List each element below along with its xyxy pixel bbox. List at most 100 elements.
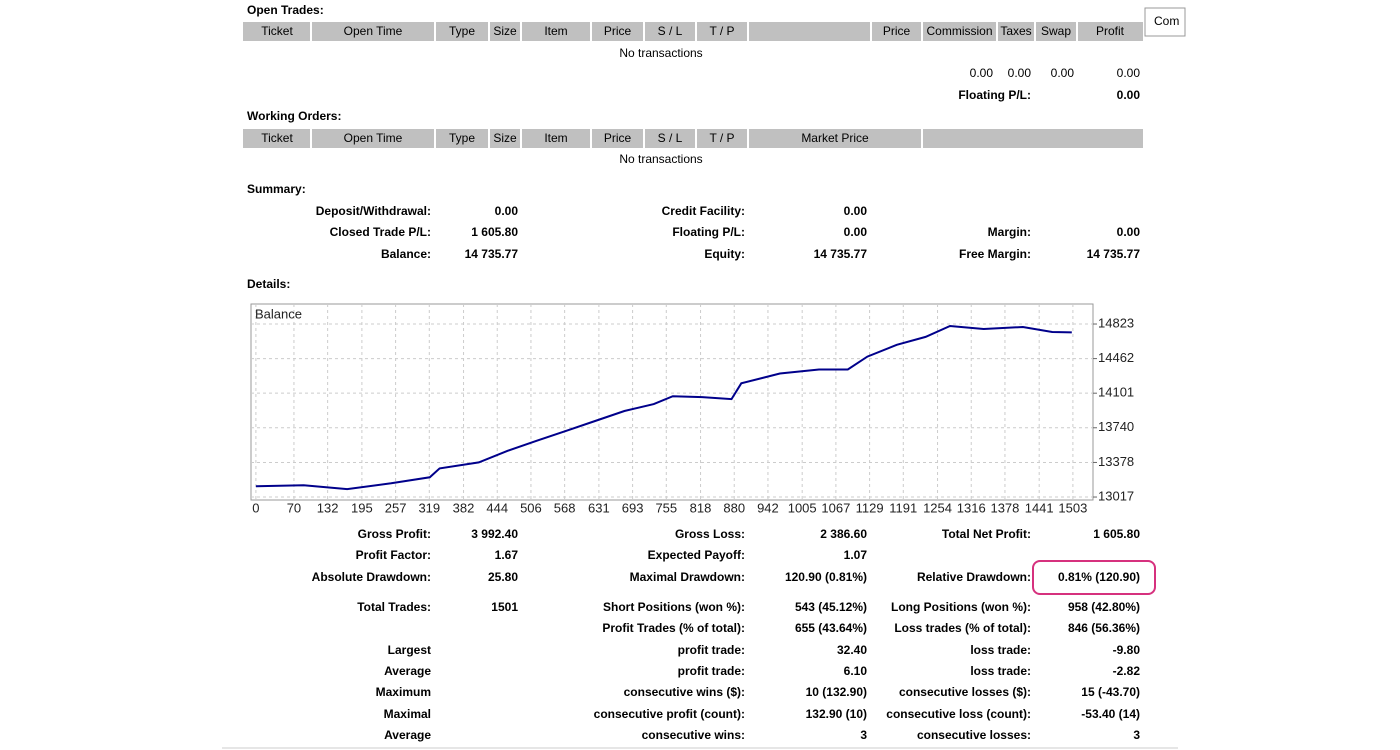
stat-label: profit trade: [678, 664, 745, 678]
stat-label: Average [384, 728, 431, 742]
stat-label: Maximal Drawdown: [630, 570, 745, 584]
column-header: Price [883, 24, 911, 38]
stat-label: Relative Drawdown: [917, 570, 1031, 584]
y-tick-label: 13017 [1098, 488, 1134, 503]
total-value: 0.00 [1008, 66, 1032, 80]
stat-label: Average [384, 664, 431, 678]
x-tick-label: 506 [520, 500, 542, 515]
column-header: Item [544, 24, 567, 38]
stat-label: consecutive profit (count): [594, 707, 745, 721]
column-header: Swap [1041, 24, 1071, 38]
stat-label: Loss trades (% of total): [894, 621, 1031, 635]
stat-label: Floating P/L: [672, 225, 745, 239]
x-tick-label: 257 [385, 500, 407, 515]
stat-label: Largest [388, 643, 431, 657]
stat-label: Deposit/Withdrawal: [316, 204, 431, 218]
stat-value: 0.00 [495, 204, 519, 218]
column-header: S / L [658, 24, 683, 38]
stat-value: 14 735.77 [465, 247, 519, 261]
stat-value: 1.67 [495, 548, 519, 562]
y-tick-label: 13378 [1098, 454, 1134, 469]
column-header: Market Price [801, 131, 869, 145]
stat-value: 3 992.40 [471, 527, 518, 541]
stat-label: Gross Profit: [358, 527, 431, 541]
x-tick-label: 319 [418, 500, 440, 515]
stat-value: 1501 [491, 600, 518, 614]
x-tick-label: 382 [453, 500, 475, 515]
column-header: Type [449, 24, 475, 38]
stat-value: 0.00 [1117, 225, 1141, 239]
balance-line [255, 324, 1072, 491]
stat-value: -9.80 [1113, 643, 1141, 657]
stat-value: 1 605.80 [471, 225, 518, 239]
stat-label: consecutive wins: [642, 728, 745, 742]
column-header: T / P [709, 131, 734, 145]
legend-label: Balance [255, 306, 302, 321]
stat-value: 655 (43.64%) [795, 621, 867, 635]
column-header: Commission [926, 24, 992, 38]
stat-value: -2.82 [1113, 664, 1141, 678]
stat-label: Gross Loss: [675, 527, 745, 541]
x-tick-label: 631 [588, 500, 610, 515]
column-header: Price [604, 131, 632, 145]
total-value: 0.00 [1117, 66, 1141, 80]
stat-label: profit trade: [678, 643, 745, 657]
stat-value: 846 (56.36%) [1068, 621, 1140, 635]
empty-note: No transactions [619, 46, 702, 60]
x-tick-label: 195 [351, 500, 373, 515]
column-header: S / L [658, 131, 683, 145]
header-bar [243, 129, 1143, 148]
section-title: Working Orders: [247, 109, 341, 123]
y-tick-label: 14462 [1098, 350, 1134, 365]
stat-value: 543 (45.12%) [795, 600, 867, 614]
floating-label: Floating P/L: [958, 88, 1031, 102]
stat-value: 10 (132.90) [806, 685, 867, 699]
x-tick-label: 568 [554, 500, 576, 515]
total-value: 0.00 [970, 66, 994, 80]
stat-value: 15 (-43.70) [1081, 685, 1140, 699]
column-header: Size [493, 24, 517, 38]
stat-value: 32.40 [837, 643, 867, 657]
x-tick-label: 1067 [821, 500, 850, 515]
button-frame[interactable] [1144, 7, 1186, 37]
x-tick-label: 444 [486, 500, 508, 515]
stat-value: 120.90 (0.81%) [785, 570, 867, 584]
stat-label: Total Trades: [357, 600, 431, 614]
stat-label: consecutive losses: [917, 728, 1031, 742]
stat-value: 3 [860, 728, 867, 742]
x-tick-label: 0 [252, 500, 259, 515]
floating-value: 0.00 [1117, 88, 1141, 102]
stat-label: Total Net Profit: [942, 527, 1031, 541]
stat-label: Long Positions (won %): [891, 600, 1031, 614]
x-tick-label: 818 [690, 500, 712, 515]
stat-label: consecutive losses ($): [899, 685, 1031, 699]
column-header: Profit [1096, 24, 1125, 38]
empty-note: No transactions [619, 152, 702, 166]
x-tick-label: 693 [622, 500, 644, 515]
stat-label: Margin: [988, 225, 1031, 239]
stat-label: Credit Facility: [662, 204, 745, 218]
stat-value: -53.40 (14) [1081, 707, 1140, 721]
stat-label: loss trade: [970, 643, 1031, 657]
stat-label: Absolute Drawdown: [312, 570, 431, 584]
x-tick-label: 1129 [856, 500, 884, 515]
column-header: Size [493, 131, 517, 145]
section-title: Summary: [247, 182, 306, 196]
highlight-box [1032, 560, 1156, 595]
x-tick-label: 880 [723, 500, 745, 515]
button-label[interactable]: Com [1154, 14, 1179, 28]
stat-label: Maximum [376, 685, 431, 699]
header-bar [243, 22, 1143, 41]
section-title: Details: [247, 277, 290, 291]
y-tick-label: 13740 [1098, 419, 1134, 434]
column-header: Ticket [261, 131, 293, 145]
stat-value: 6.10 [844, 664, 868, 678]
x-tick-label: 1378 [990, 500, 1019, 515]
stat-label: loss trade: [970, 664, 1031, 678]
stat-label: Balance: [381, 247, 431, 261]
x-tick-label: 1503 [1058, 500, 1087, 515]
column-header: Item [544, 131, 567, 145]
stat-label: Closed Trade P/L: [330, 225, 431, 239]
column-header: Type [449, 131, 475, 145]
